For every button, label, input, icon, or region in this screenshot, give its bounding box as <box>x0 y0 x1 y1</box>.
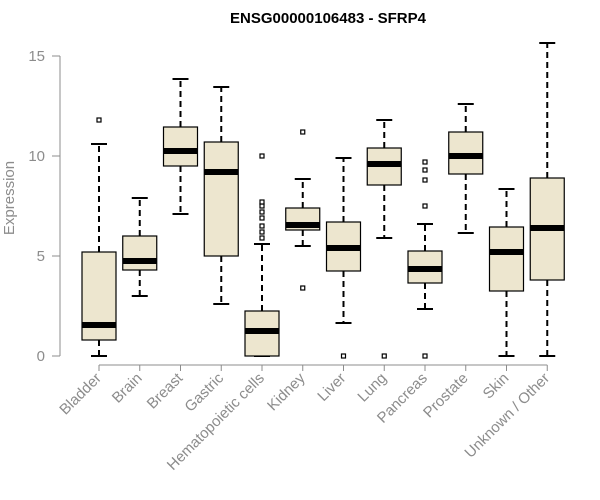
box-group-liver <box>325 157 362 359</box>
box-iqr <box>122 235 158 271</box>
x-tick-label-lung: Lung <box>354 370 390 406</box>
outlier-point <box>300 129 306 135</box>
outlier-point <box>259 235 265 241</box>
outlier-point <box>422 353 428 359</box>
box-group-unknown-other <box>529 42 565 357</box>
box-group-skin <box>488 188 525 357</box>
outlier-point <box>259 215 265 221</box>
outlier-point <box>422 159 428 165</box>
box-iqr <box>203 141 239 257</box>
box-group-brain <box>122 197 158 297</box>
outlier-point <box>259 209 265 215</box>
box-group-lung <box>366 119 402 359</box>
y-tick-label: 15 <box>28 48 45 65</box>
y-tick-label: 10 <box>28 148 45 165</box>
outlier-point <box>259 153 265 159</box>
box-group-hematopoietic-cells <box>244 153 280 357</box>
x-tick-label-bladder: Bladder <box>56 370 105 419</box>
outlier-point <box>259 199 265 205</box>
x-tick-label-breast: Breast <box>144 369 187 412</box>
outlier-point <box>259 203 265 209</box>
outlier-point <box>422 177 428 183</box>
box-group-pancreas <box>407 159 443 359</box>
box-group-bladder <box>81 117 117 357</box>
x-tick-label-liver: Liver <box>314 370 349 405</box>
x-tick-label-brain: Brain <box>109 370 146 407</box>
box-iqr <box>488 226 525 292</box>
box-group-gastric <box>203 86 239 305</box>
x-tick-label-kidney: Kidney <box>264 369 309 414</box>
box-group-prostate <box>448 103 484 234</box>
x-tick-label-skin: Skin <box>480 370 513 403</box>
boxes-layer <box>81 42 565 359</box>
y-tick-label: 0 <box>37 348 45 365</box>
outlier-point <box>259 223 265 229</box>
x-tick-label-prostate: Prostate <box>420 370 472 422</box>
y-axis-label: Expression <box>1 161 18 235</box>
box-iqr <box>162 126 199 167</box>
outlier-point <box>422 203 428 209</box>
chart-title: ENSG00000106483 - SFRP4 <box>230 10 427 27</box>
y-tick-label: 5 <box>37 248 45 265</box>
outlier-point <box>381 353 387 359</box>
y-axis: 0 5 10 15 <box>28 48 61 365</box>
box-group-kidney <box>285 129 321 291</box>
outlier-point <box>422 167 428 173</box>
outlier-point <box>300 285 306 291</box>
outlier-point <box>340 353 347 359</box>
outlier-point <box>96 117 102 123</box>
outlier-point <box>259 229 265 235</box>
box-group-breast <box>162 78 199 215</box>
